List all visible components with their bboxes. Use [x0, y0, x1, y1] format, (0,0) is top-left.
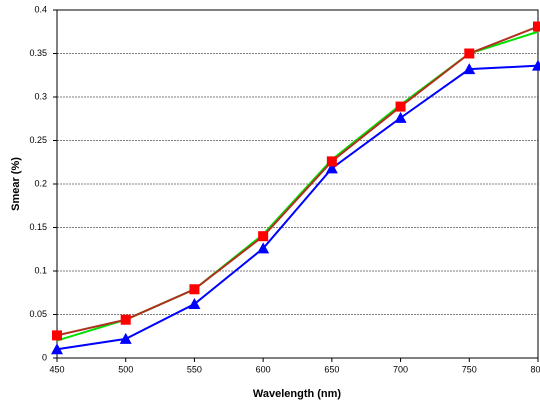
x-tick-label: 550 [187, 364, 202, 374]
marker [464, 48, 475, 59]
y-tick-label: 0.3 [34, 91, 47, 101]
y-tick-label: 0.25 [29, 135, 47, 145]
y-tick-label: 0.2 [34, 178, 47, 188]
x-tick-label: 700 [393, 364, 408, 374]
plot-frame [56, 9, 539, 359]
marker [119, 332, 132, 344]
marker [395, 101, 406, 112]
x-tick-label: 500 [118, 364, 133, 374]
x-tick-label: 450 [49, 364, 64, 374]
marker [257, 242, 270, 254]
y-tick-label: 0.15 [29, 222, 47, 232]
x-tick-label: 750 [462, 364, 477, 374]
marker [532, 59, 540, 71]
marker [189, 284, 200, 295]
marker [533, 21, 540, 32]
x-tick-label: 650 [324, 364, 339, 374]
marker [258, 231, 269, 242]
marker [394, 111, 407, 123]
y-tick-label: 0.35 [29, 48, 47, 58]
y-tick-label: 0.1 [34, 265, 47, 275]
marker [51, 343, 63, 355]
marker [463, 63, 476, 75]
x-tick-label: 800 [530, 364, 540, 374]
series-line [56, 64, 539, 351]
marker [326, 156, 337, 167]
series-line [56, 25, 539, 337]
y-tick-label: 0 [42, 352, 47, 362]
x-axis-title: Wavelength (nm) [253, 388, 342, 400]
marker [52, 330, 62, 341]
y-tick-label: 0.4 [34, 4, 47, 14]
marker [120, 314, 131, 325]
x-tick-label: 600 [256, 364, 271, 374]
y-tick-label: 0.05 [29, 309, 47, 319]
marker [325, 162, 338, 174]
series-line [56, 30, 539, 342]
y-axis-title: Smear (%) [10, 157, 22, 211]
marker [188, 298, 201, 310]
